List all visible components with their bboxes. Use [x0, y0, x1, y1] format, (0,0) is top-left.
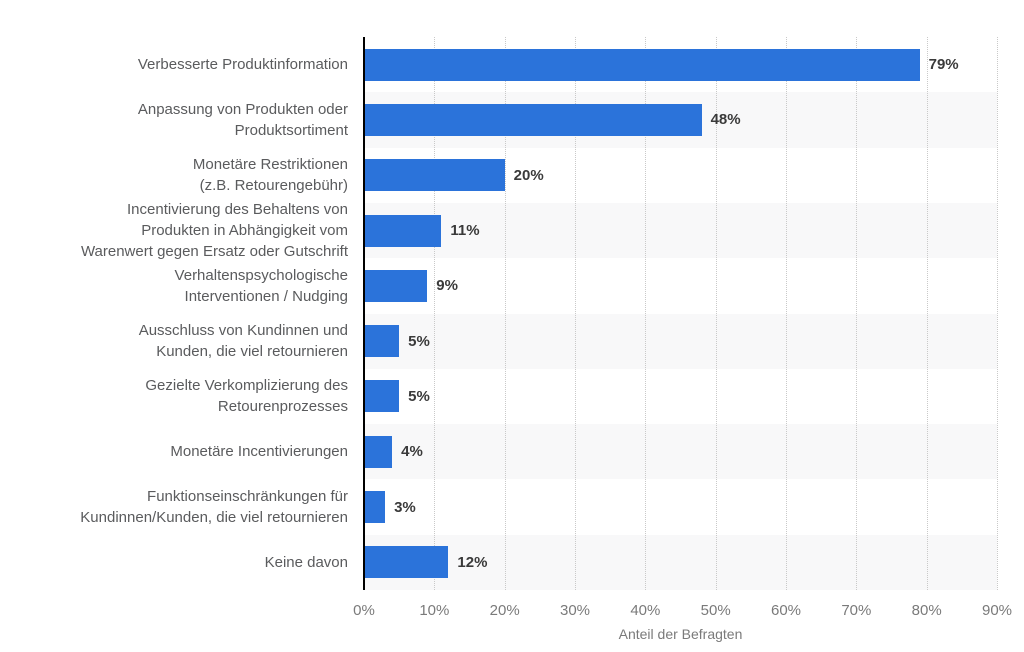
category-label: Anpassung von Produkten oder Produktsort…	[137, 100, 348, 139]
bar[interactable]	[365, 491, 386, 524]
category-label: Ausschluss von Kundinnen und Kunden, die…	[138, 322, 348, 361]
x-tick-label: 30%	[559, 602, 591, 619]
gridline	[504, 37, 506, 590]
x-tick-label: 20%	[489, 602, 520, 619]
bar[interactable]	[365, 159, 505, 192]
value-label: 48%	[710, 111, 741, 129]
bar[interactable]	[365, 269, 428, 302]
x-axis-title: Anteil der Befragten	[618, 626, 743, 642]
category-label: Monetäre Incentivierungen	[170, 443, 348, 461]
gridline	[786, 37, 787, 590]
x-tick-label: 10%	[419, 602, 450, 619]
bar[interactable]	[365, 380, 400, 413]
x-tick-label: 40%	[630, 602, 661, 619]
category-label: Monetäre Restriktionen (z.B. Retourengeb…	[192, 156, 348, 195]
value-label: 3%	[394, 498, 416, 516]
gridline	[997, 37, 998, 590]
row-stripe	[364, 534, 997, 590]
bar[interactable]	[365, 435, 393, 468]
value-label: 5%	[408, 387, 430, 405]
gridline	[856, 37, 858, 590]
x-tick-label: 60%	[770, 602, 802, 619]
value-label: 11%	[450, 222, 480, 240]
row-stripe	[364, 424, 997, 480]
x-tick-label: 0%	[353, 602, 375, 619]
gridline	[926, 37, 928, 590]
category-label: Keine davon	[264, 553, 348, 571]
category-label: Incentivierung des Behaltens von Produkt…	[80, 201, 348, 261]
value-label: 79%	[928, 56, 959, 74]
bar[interactable]	[365, 48, 920, 81]
y-axis-line	[363, 37, 365, 590]
bar[interactable]	[365, 103, 702, 136]
row-stripe	[364, 202, 997, 259]
category-label: Gezielte Verkomplizierung des Retourenpr…	[145, 377, 348, 416]
bar[interactable]	[365, 546, 449, 579]
x-tick-label: 70%	[841, 602, 872, 619]
category-label: Funktionseinschränkungen für Kundinnen/K…	[80, 488, 348, 527]
category-label: Verhaltenspsychologische Interventionen …	[174, 266, 348, 305]
gridline	[645, 37, 647, 590]
value-label: 4%	[401, 443, 423, 461]
category-label: Verbesserte Produktinformation	[137, 56, 348, 74]
bar[interactable]	[365, 325, 400, 358]
x-tick-label: 80%	[911, 602, 942, 619]
x-tick-label: 50%	[700, 602, 731, 619]
value-label: 5%	[408, 332, 430, 350]
gridline	[434, 37, 436, 590]
value-label: 12%	[457, 553, 488, 571]
value-label: 20%	[513, 166, 544, 184]
bar[interactable]	[365, 214, 442, 247]
x-tick-label: 90%	[981, 602, 1013, 619]
gridline	[575, 37, 576, 590]
value-label: 9%	[436, 277, 458, 295]
gridline	[715, 37, 717, 590]
row-stripe	[364, 313, 997, 369]
